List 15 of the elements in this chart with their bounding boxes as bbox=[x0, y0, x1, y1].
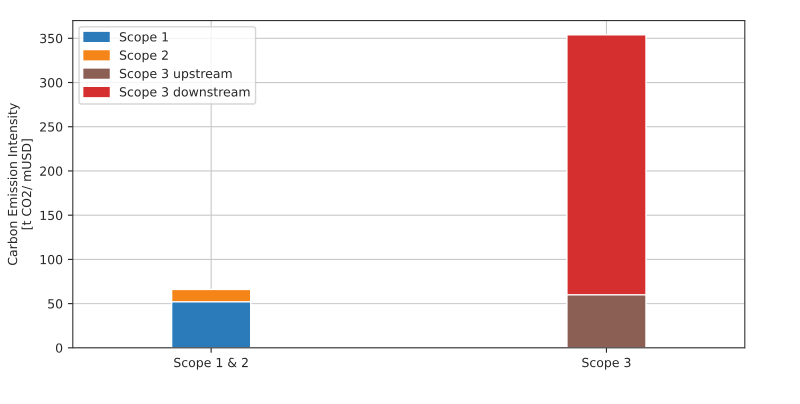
y-tick-label: 100 bbox=[40, 254, 62, 264]
legend-label: Scope 3 downstream bbox=[120, 86, 250, 99]
y-tick-label: 250 bbox=[40, 122, 62, 132]
y-tick-label: 200 bbox=[40, 166, 62, 176]
x-tick-label: Scope 1 & 2 bbox=[174, 358, 248, 370]
y-tick-label: 150 bbox=[40, 210, 62, 220]
y-axis-title: Carbon Emission Intensity [t CO2/ mUSD] bbox=[8, 103, 33, 266]
y-tick-label: 50 bbox=[48, 299, 62, 309]
y-tick-label: 0 bbox=[56, 343, 62, 353]
y-tick-label: 300 bbox=[40, 78, 62, 88]
legend-label: Scope 1 bbox=[120, 32, 168, 44]
legend-label: Scope 3 upstream bbox=[120, 68, 232, 81]
y-tick-label: 350 bbox=[40, 34, 62, 44]
legend-label: Scope 2 bbox=[120, 50, 168, 62]
x-tick-label: Scope 3 bbox=[582, 358, 630, 370]
